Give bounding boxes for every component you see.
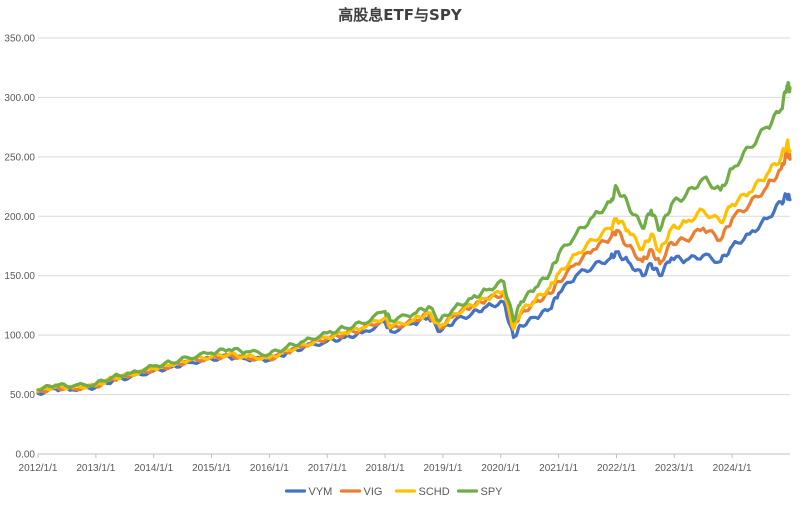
x-tick-label: 2015/1/1 — [192, 463, 231, 474]
y-tick-label: 50.00 — [10, 390, 35, 401]
y-tick-label: 250.00 — [4, 152, 35, 163]
x-tick-label: 2021/1/1 — [539, 463, 578, 474]
x-tick-label: 2014/1/1 — [134, 463, 173, 474]
y-tick-label: 300.00 — [4, 93, 35, 104]
y-axis: 0.00 50.00 100.00 150.00 200.00 250.00 300.00 3… — [4, 34, 35, 461]
x-axis: 2012/1/1 2013/1/1 2014/1/1 2015/1/1 2016/1/1… — [19, 454, 752, 474]
x-tick-label: 2020/1/1 — [481, 463, 520, 474]
y-tick-label: 0.00 — [16, 450, 36, 461]
x-tick-label: 2023/1/1 — [655, 463, 694, 474]
x-tick-label: 2016/1/1 — [250, 463, 289, 474]
y-tick-label: 100.00 — [4, 331, 35, 342]
grid — [38, 37, 790, 455]
series-line-vig — [36, 149, 792, 394]
y-tick-label: 350.00 — [4, 34, 35, 45]
x-tick-label: 2024/1/1 — [713, 463, 752, 474]
x-tick-label: 2019/1/1 — [423, 463, 462, 474]
y-tick-label: 150.00 — [4, 271, 35, 282]
chart-title: 高股息ETF与SPY — [338, 6, 463, 24]
legend-label-spy: SPY — [481, 486, 504, 498]
x-tick-label: 2022/1/1 — [597, 463, 636, 474]
x-tick-label: 2017/1/1 — [308, 463, 347, 474]
x-tick-label: 2012/1/1 — [19, 463, 58, 474]
legend-label-vig: VIG — [364, 486, 383, 498]
series-line-schd — [36, 138, 792, 393]
x-tick-label: 2013/1/1 — [76, 463, 115, 474]
legend: VYM VIG SCHD SPY — [284, 486, 504, 498]
series-line-vym — [36, 192, 792, 396]
series-line-spy — [36, 81, 792, 392]
legend-label-schd: SCHD — [419, 486, 450, 498]
series-group — [36, 81, 792, 396]
y-tick-label: 200.00 — [4, 212, 35, 223]
legend-label-vym: VYM — [309, 486, 333, 498]
x-tick-label: 2018/1/1 — [366, 463, 405, 474]
